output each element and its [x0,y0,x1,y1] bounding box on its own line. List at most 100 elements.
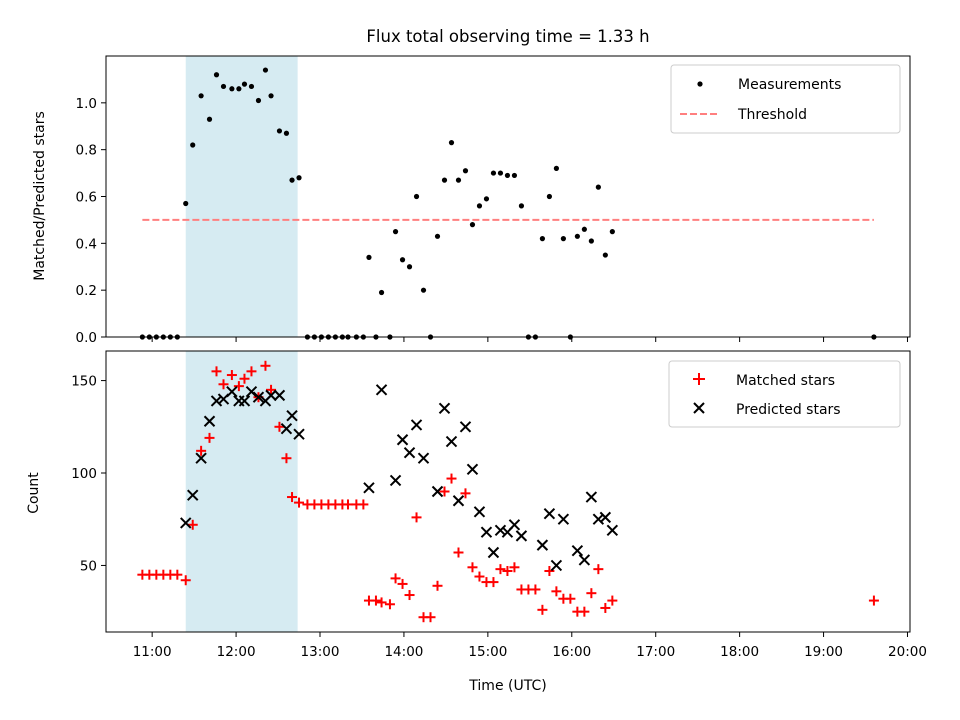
measurement-point [497,170,504,176]
x-tick-label: 19:00 [804,644,843,660]
measurement-point [183,200,189,207]
x-tick-label: 15:00 [468,644,507,660]
predicted-star-point [585,491,598,503]
count-panel: Count Time (UTC) 50 100 150 11:00 12:00 13:0… [26,350,927,694]
y-tick-label: 100 [71,466,97,482]
y-tick-label: 0.2 [76,283,97,299]
matched-star-point [226,370,237,381]
y-tick-label: 0.6 [76,190,97,206]
matched-star-point [579,606,590,617]
x-tick-label: 17:00 [636,644,675,660]
count-legend-box [668,360,901,428]
measurement-point [469,222,476,228]
measurement-point [406,264,413,270]
count-y-ticks: 50 100 150 [71,374,106,574]
matched-star-point [218,379,229,390]
measurement-point [241,81,248,87]
predicted-star-point [226,385,238,398]
predicted-star-point [599,511,612,524]
predicted-star-point [487,546,500,559]
predicted-star-point [571,544,584,557]
matched-star-point [411,512,422,523]
predicted-star-point [363,482,375,494]
matched-star-point [211,366,222,377]
predicted-star-point [466,463,479,476]
predicted-star-point [494,524,507,537]
matched-star-point [446,473,457,484]
y-tick-label: 0.0 [76,330,97,346]
matched-star-point [390,573,401,584]
matched-star-point [439,486,450,497]
measurement-point [455,177,462,183]
matched-star-point [565,593,576,604]
matched-star-point [187,519,198,530]
matched-star-point [260,360,271,371]
matched-star-point [586,588,597,599]
matched-legend-label: Matched stars [736,373,835,389]
predicted-star-point [431,485,444,498]
predicted-star-point [396,434,409,446]
predicted-star-point [375,384,388,396]
measurement-point [595,184,601,190]
measurement-point [248,83,255,90]
predicted-star-point [238,395,251,407]
measurement-point [539,236,546,242]
ratio-legend-box [670,64,901,134]
matched-star-point [488,577,499,588]
measurement-point [213,72,220,78]
chart-title: Flux total observing time = 1.33 h [366,27,649,46]
measurement-point [441,177,448,183]
predicted-star-point [508,519,521,531]
measurement-point [588,238,594,244]
count-x-ticks: 11:00 12:00 13:00 14:00 15:00 16:00 17:00 18:00… [133,632,927,660]
measurement-point [413,193,420,200]
predicted-star-point [280,422,293,435]
matched-star-point [274,421,285,432]
predicted-star-point [265,389,277,402]
ratio-x-ticks [151,337,908,342]
measurement-point [483,196,490,202]
ratio-y-ticks: 0.0 0.2 0.4 0.6 0.8 1.0 [76,96,106,346]
matched-star-point [600,602,611,613]
matched-star-point [467,562,478,573]
count-plot-frame [105,350,911,633]
measurement-point [434,233,441,239]
measurement-point [504,172,511,179]
measurement-point [262,67,269,73]
measurement-point [378,289,385,296]
matched-star-point [453,547,464,558]
y-tick-label: 150 [71,374,97,390]
x-tick-label: 16:00 [552,644,591,660]
measurement-point [296,175,302,181]
matched-star-point [544,565,555,576]
measurement-point [448,140,455,146]
matched-star-point [287,492,298,503]
predicted-stars-points [180,384,619,572]
ratio-legend: Measurements Threshold [670,64,901,134]
matched-star-point [432,580,443,591]
x-tick-label: 20:00 [888,644,927,660]
predicted-star-point [515,530,528,542]
matched-star-point [281,453,292,464]
matched-star-point [376,597,387,608]
matched-star-point [246,366,257,377]
x-tick-label: 18:00 [720,644,759,660]
x-tick-label: 12:00 [217,644,256,660]
ratio-y-axis-label: Matched/Predicted stars [32,111,48,281]
matched-star-point [370,595,381,606]
predicted-star-point [557,513,570,525]
matched-star-point [868,595,879,606]
x-tick-label: 11:00 [133,644,172,660]
shaded-span-rect [185,56,298,337]
predicted-star-point [210,395,223,407]
matched-star-point [474,571,485,582]
matched-star-point [172,569,183,580]
matched-star-point [239,373,250,384]
y-tick-label: 1.0 [76,96,97,112]
predicted-star-point [203,415,216,427]
predicted-star-point [592,513,605,525]
matched-star-point [495,564,506,575]
predicted-star-point [187,489,199,501]
y-tick-label: 50 [80,558,97,574]
